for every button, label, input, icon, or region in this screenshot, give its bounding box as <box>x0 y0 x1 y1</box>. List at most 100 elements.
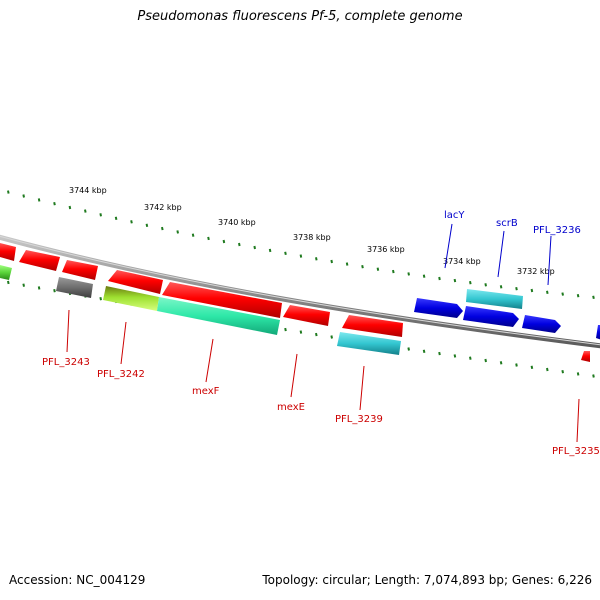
minor-tick <box>37 286 41 290</box>
minor-tick <box>530 365 534 369</box>
gene-label-scrB[interactable]: scrB <box>496 218 518 229</box>
minor-tick <box>484 358 487 363</box>
minor-tick <box>315 332 318 337</box>
minor-tick <box>407 347 410 351</box>
gene-arrow[interactable] <box>522 315 561 333</box>
minor-tick <box>37 198 41 202</box>
gene-labels: lacY scrB PFL_3236 PFL_3243 PFL_3242 mex… <box>42 210 600 457</box>
minor-tick <box>561 370 564 374</box>
gene-label-mexE[interactable]: mexE <box>277 402 305 413</box>
minor-tick <box>376 267 380 271</box>
minor-tick <box>99 213 102 217</box>
minor-tick <box>299 330 303 334</box>
gene-arrow[interactable] <box>342 315 403 337</box>
minor-tick <box>407 272 410 276</box>
gene-label-PFL_3236[interactable]: PFL_3236 <box>533 225 581 236</box>
gene-arrow[interactable] <box>108 270 163 294</box>
gene-arrow[interactable] <box>103 286 159 311</box>
gene-arrow[interactable] <box>466 289 523 309</box>
gene-arrow[interactable] <box>463 306 519 327</box>
minor-tick <box>53 289 56 293</box>
minor-tick <box>22 283 25 287</box>
minor-tick <box>469 356 472 360</box>
minor-tick <box>222 239 226 244</box>
minor-tick <box>576 294 580 298</box>
minor-tick <box>361 265 364 269</box>
minor-tick <box>53 202 56 206</box>
gene-label-PFL_3239[interactable]: PFL_3239 <box>335 414 383 425</box>
minor-tick <box>530 288 534 293</box>
minor-tick <box>191 233 195 237</box>
minor-tick <box>422 274 426 278</box>
gene-arrow[interactable] <box>157 297 280 335</box>
minor-tick <box>7 280 10 285</box>
gene-arrow[interactable] <box>596 325 600 340</box>
minor-tick <box>284 251 287 255</box>
minor-tick <box>345 262 349 266</box>
minor-tick <box>592 374 595 378</box>
minor-tick <box>161 226 164 231</box>
kbp-label: 3740 kbp <box>218 218 256 227</box>
minor-tick <box>515 363 518 367</box>
topology-text: Topology: circular; Length: 7,074,893 bp… <box>262 573 592 587</box>
minor-tick <box>253 245 256 250</box>
minor-tick <box>469 281 472 285</box>
gene-arrow[interactable] <box>0 243 16 261</box>
minor-tick <box>268 248 272 253</box>
minor-tick <box>546 367 549 372</box>
gene-arrow[interactable] <box>0 265 12 280</box>
minor-tick <box>484 283 487 287</box>
minor-tick <box>499 285 503 289</box>
gene-arrow[interactable] <box>56 277 93 298</box>
minor-tick <box>453 278 457 283</box>
minor-tick <box>145 223 149 227</box>
minor-tick <box>315 257 318 261</box>
kbp-label: 3744 kbp <box>69 186 107 195</box>
minor-tick <box>130 220 133 224</box>
gene-label-lacY[interactable]: lacY <box>444 210 465 221</box>
outer-tick-track <box>7 190 595 299</box>
gene-label-PFL_3242[interactable]: PFL_3242 <box>97 369 145 380</box>
minor-tick <box>576 372 580 376</box>
gene-label-PFL_3235[interactable]: PFL_3235 <box>552 446 600 457</box>
kbp-label: 3736 kbp <box>367 245 405 254</box>
gene-arrow[interactable] <box>581 351 590 362</box>
minor-tick <box>499 361 503 365</box>
minor-tick <box>561 292 564 296</box>
minor-tick <box>330 335 333 339</box>
minor-tick <box>422 349 426 353</box>
minor-tick <box>176 230 179 234</box>
minor-tick <box>299 254 303 258</box>
gene-features <box>0 243 600 362</box>
minor-tick <box>114 216 118 220</box>
gene-label-mexF[interactable]: mexF <box>192 386 220 397</box>
gene-arrow[interactable] <box>62 260 98 280</box>
gene-arrow[interactable] <box>162 282 282 318</box>
minor-tick <box>438 276 441 281</box>
kbp-label: 3732 kbp <box>517 267 555 276</box>
gene-label-PFL_3243[interactable]: PFL_3243 <box>42 357 90 368</box>
gene-arrow[interactable] <box>337 332 401 355</box>
minor-tick <box>453 354 457 358</box>
minor-tick <box>22 194 25 198</box>
minor-tick <box>99 297 102 301</box>
kbp-label: 3742 kbp <box>144 203 182 212</box>
accession-text: Accession: NC_004129 <box>9 573 146 587</box>
minor-tick <box>438 351 441 356</box>
minor-tick <box>592 295 595 299</box>
gene-arrow[interactable] <box>283 305 330 326</box>
minor-tick <box>68 205 72 210</box>
gene-arrow[interactable] <box>414 298 463 318</box>
label-leaders <box>66 223 580 443</box>
minor-tick <box>84 209 87 213</box>
genome-backbone <box>0 234 600 349</box>
minor-tick <box>330 259 333 264</box>
map-title: Pseudomonas fluorescens Pf-5, complete g… <box>137 9 463 24</box>
minor-tick <box>392 269 395 274</box>
kbp-labels: 3744 kbp 3742 kbp 3740 kbp 3738 kbp 3736… <box>69 186 555 276</box>
minor-tick <box>7 190 10 194</box>
minor-tick <box>546 290 549 294</box>
gene-arrow[interactable] <box>19 250 60 271</box>
minor-tick <box>207 236 210 241</box>
